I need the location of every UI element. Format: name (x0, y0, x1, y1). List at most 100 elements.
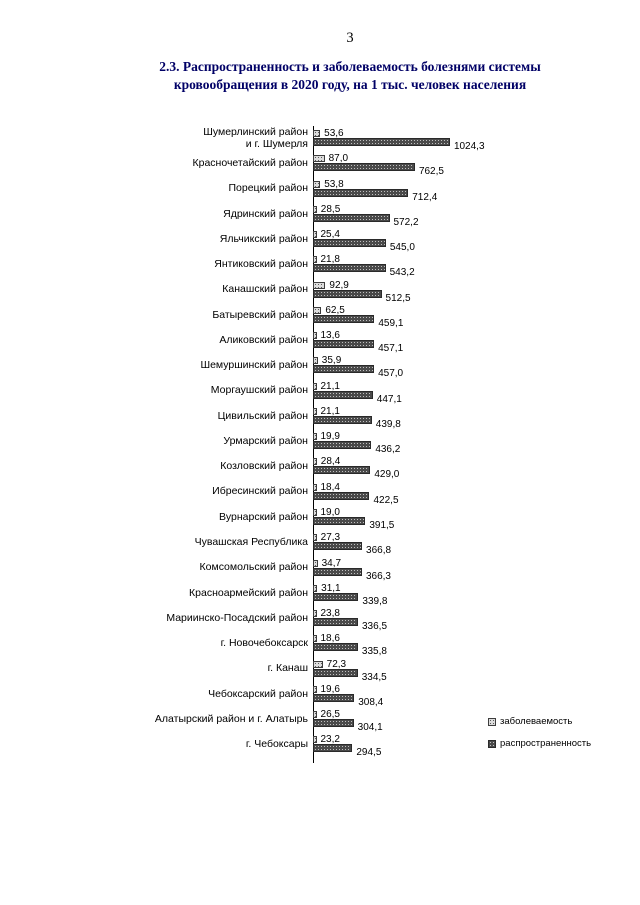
incidence-value-label: 28,5 (320, 203, 341, 215)
chart-row: Алатырский район и г. Алатырь 26,5 304,1 (153, 709, 623, 734)
legend-swatch-incidence (488, 717, 496, 726)
bar-group: 19,9 436,2 (313, 431, 623, 456)
chart-row: Аликовский район 13,6 457,1 (153, 330, 623, 355)
incidence-bar (313, 685, 317, 693)
bar-group: 27,3 366,8 (313, 532, 623, 557)
incidence-bar (313, 736, 317, 744)
prevalence-value-label: 308,4 (358, 696, 384, 708)
prevalence-bar (313, 239, 386, 248)
incidence-bar (313, 306, 322, 314)
prevalence-bar (313, 618, 358, 627)
prevalence-value-label: 459,1 (378, 317, 404, 329)
page-number: 3 (346, 30, 354, 46)
incidence-bar (313, 660, 323, 668)
prevalence-bar (313, 213, 390, 222)
category-label: Порецкий район (228, 182, 308, 195)
prevalence-value-label: 366,8 (366, 545, 392, 557)
incidence-bar (313, 433, 317, 441)
bar-group: 25,4 545,0 (313, 229, 623, 254)
prevalence-value-label: 762,5 (418, 166, 444, 178)
bar-group: 87,0 762,5 (313, 153, 623, 178)
incidence-value-label: 26,5 (320, 709, 340, 721)
incidence-bar (313, 180, 321, 188)
chart-row: Шемуршинский район 35,9 457,0 (153, 355, 623, 380)
category-label: Ибресинский район (212, 485, 308, 498)
prevalence-bar (313, 491, 370, 500)
bar-group: 72,3 334,5 (313, 659, 623, 684)
chart-row: Мариинско-Посадский район 23,8 336,5 (153, 608, 623, 633)
bar-group: 34,7 366,3 (313, 558, 623, 583)
incidence-bar (313, 458, 317, 466)
category-label: Мариинско-Посадский район (166, 611, 308, 624)
bar-group: 18,6 335,8 (313, 633, 623, 658)
prevalence-value-label: 429,0 (374, 469, 400, 481)
prevalence-bar (313, 340, 375, 349)
incidence-value-label: 23,2 (320, 734, 340, 746)
incidence-bar (313, 205, 317, 213)
category-label: Комсомольский район (199, 561, 308, 574)
incidence-bar (313, 508, 317, 516)
category-label: Урмарский район (223, 434, 308, 447)
incidence-bar (313, 155, 325, 163)
chart-row: Козловский район 28,4 429,0 (153, 456, 623, 481)
incidence-bar (313, 635, 317, 643)
prevalence-bar (313, 264, 386, 273)
category-label: Шумерлинский район и г. Шумерля (203, 126, 308, 150)
bar-group: 21,1 447,1 (313, 381, 623, 406)
prevalence-bar (313, 188, 409, 197)
prevalence-bar (313, 415, 372, 424)
incidence-bar (313, 256, 317, 264)
prevalence-value-label: 294,5 (356, 747, 382, 759)
incidence-bar (313, 231, 317, 239)
prevalence-value-label: 366,3 (365, 570, 391, 582)
bar-chart: Шумерлинский район и г. Шумерля 53,6 1024,… (153, 126, 623, 763)
bar-group: 53,6 1024,3 (313, 128, 623, 153)
category-label: Шемуршинский район (200, 359, 308, 372)
prevalence-bar (313, 693, 355, 702)
bar-group: 28,4 429,0 (313, 456, 623, 481)
category-label: Чувашская Республика (194, 536, 308, 548)
category-label: Моргаушский район (210, 384, 308, 397)
prevalence-value-label: 457,0 (378, 368, 404, 380)
incidence-bar (313, 281, 326, 289)
chart-row: Янтиковский район 21,8 543,2 (153, 254, 623, 279)
bar-group: 21,1 439,8 (313, 406, 623, 431)
category-label: г. Чебоксары (245, 738, 308, 751)
incidence-value-label: 34,7 (321, 557, 342, 569)
prevalence-bar (313, 592, 359, 601)
incidence-value-label: 35,9 (321, 355, 342, 367)
bar-group: 92,9 512,5 (313, 280, 623, 305)
prevalence-value-label: 422,5 (373, 494, 399, 506)
chart-title-line1: 2.3. Распространенность и заболеваемость… (159, 59, 541, 74)
bar-group: 18,4 422,5 (313, 482, 623, 507)
chart-rows: Шумерлинский район и г. Шумерля 53,6 1024,… (153, 126, 623, 760)
prevalence-value-label: 545,0 (389, 242, 415, 254)
prevalence-value-label: 439,8 (375, 418, 401, 430)
chart-row: Моргаушский район 21,1 447,1 (153, 381, 623, 406)
bar-group: 19,6 308,4 (313, 684, 623, 709)
incidence-value-label: 23,8 (320, 608, 340, 620)
prevalence-value-label: 447,1 (376, 393, 402, 405)
category-label: Чебоксарский район (208, 687, 308, 700)
chart-row: Красночетайский район 87,0 762,5 (153, 153, 623, 178)
chart-title-line2: кровообращения в 2020 году, на 1 тыс. че… (173, 76, 527, 92)
bar-group: 26,5 304,1 (313, 709, 623, 734)
incidence-bar (313, 483, 317, 491)
bar-group: 35,9 457,0 (313, 355, 623, 380)
prevalence-bar (313, 289, 382, 298)
chart-row: Батыревский район 62,5 459,1 (153, 305, 623, 330)
category-label: Батыревский район (212, 308, 308, 321)
incidence-value-label: 53,6 (324, 128, 344, 139)
prevalence-bar (313, 441, 372, 450)
chart-row: Урмарский район 19,9 436,2 (153, 431, 623, 456)
incidence-bar (313, 382, 317, 390)
bar-group: 23,2 294,5 (313, 734, 623, 759)
prevalence-bar (313, 516, 366, 525)
legend-item-prevalence: распространенность (488, 738, 591, 749)
incidence-bar (313, 332, 317, 340)
incidence-value-label: 72,3 (326, 658, 347, 670)
chart-row: Ибресинский район 18,4 422,5 (153, 482, 623, 507)
prevalence-value-label: 436,2 (375, 444, 401, 456)
prevalence-value-label: 391,5 (369, 519, 395, 531)
